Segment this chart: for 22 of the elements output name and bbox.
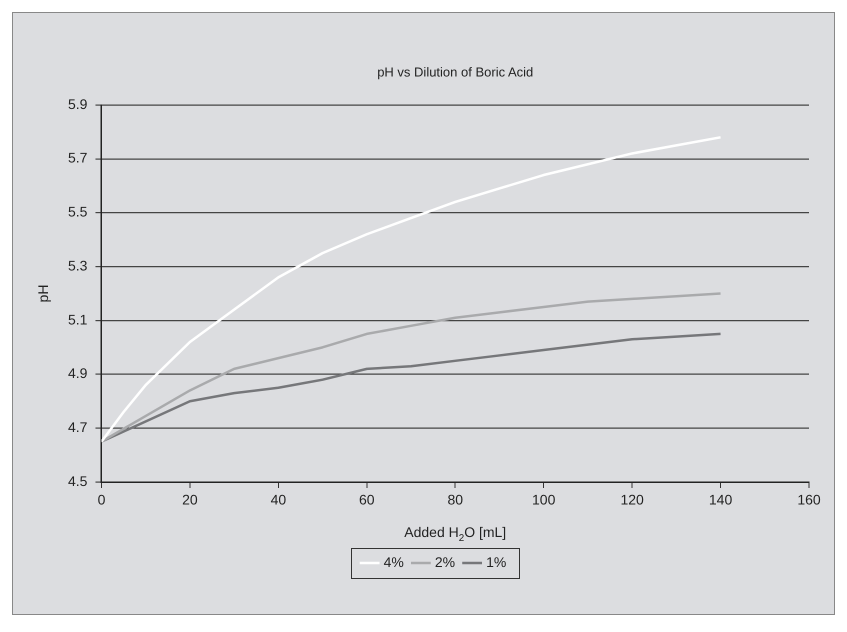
y-tick-label: 5.5 (68, 204, 88, 220)
legend-label: 1% (486, 554, 506, 570)
x-tick-label: 80 (447, 491, 464, 508)
x-tick-label: 100 (532, 491, 556, 508)
y-tick-label: 5.7 (68, 150, 88, 166)
chart-title: pH vs Dilution of Boric Acid (377, 64, 534, 80)
legend-label: 2% (434, 554, 456, 570)
y-tick-label: 4.7 (68, 419, 88, 435)
y-tick-label: 5.9 (68, 96, 88, 112)
y-tick-label: 4.5 (68, 472, 88, 489)
x-tick-label: 160 (797, 491, 821, 508)
x-tick-label: 0 (98, 491, 106, 508)
x-tick-label: 120 (620, 491, 644, 508)
legend-label: 4% (384, 554, 404, 570)
x-tick-label: 60 (359, 491, 375, 508)
x-tick-label: 140 (708, 491, 732, 508)
x-tick-label: 20 (182, 491, 198, 508)
x-tick-label: 40 (270, 491, 286, 508)
y-tick-label: 4.9 (68, 365, 88, 382)
y-tick-label: 5.1 (68, 311, 88, 328)
y-axis-title: pH (34, 284, 51, 302)
y-tick-label: 5.3 (68, 257, 88, 274)
